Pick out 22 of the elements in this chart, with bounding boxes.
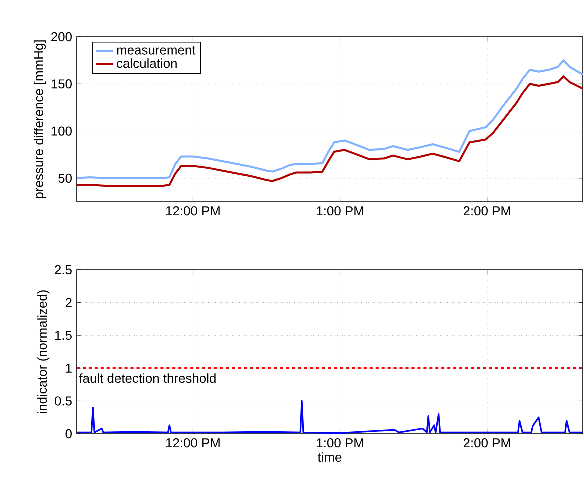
y-tick-label: 0.5 [54, 396, 72, 406]
x-tick-label: 12:00 PM [166, 206, 220, 216]
y-tick-label: 100 [52, 126, 72, 136]
y-tick-label: 50 [58, 174, 72, 184]
y-axis-title: indicator (normalized) [38, 290, 50, 414]
x-tick-label: 2:00 PM [464, 206, 510, 216]
ref-line-label: fault detection threshold [79, 374, 216, 384]
y-axis-title: pressure difference [mmHg] [34, 40, 46, 198]
y-tick-label: 1 [66, 364, 72, 373]
y-tick-label: 200 [52, 32, 72, 42]
legend-label: calculation [117, 58, 177, 68]
x-tick-label: 1:00 PM [317, 206, 364, 216]
y-tick-label: 0 [66, 429, 72, 439]
legend-label: measurement [117, 46, 196, 55]
y-tick-label: 2.5 [55, 265, 72, 275]
x-tick-label: 12:00 PM [166, 438, 220, 448]
x-tick-label: 1:00 PM [317, 438, 364, 448]
y-tick-label: 150 [52, 80, 72, 89]
x-axis-title: time [318, 452, 342, 462]
y-tick-label: 2 [66, 298, 72, 308]
y-tick-label: 1.5 [55, 331, 72, 340]
x-tick-label: 2:00 PM [464, 438, 510, 448]
